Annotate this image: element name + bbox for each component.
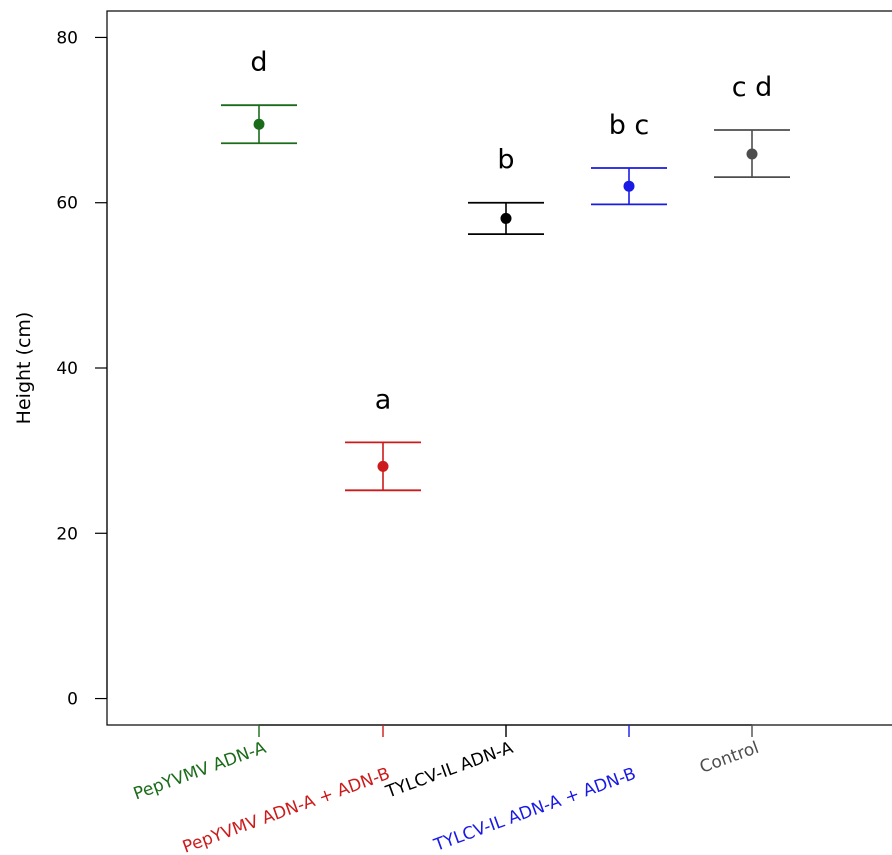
x-tick-label: PepYVMV ADN-A xyxy=(131,738,269,805)
significance-letter: c d xyxy=(732,72,773,103)
data-marks: d a b b c c d xyxy=(221,47,790,492)
y-tick-label: 20 xyxy=(56,524,78,544)
y-axis: 0 20 40 60 80 xyxy=(56,28,108,710)
y-tick-label: 0 xyxy=(67,690,78,710)
y-tick-label: 40 xyxy=(56,359,78,379)
y-tick-label: 80 xyxy=(56,28,78,48)
data-point xyxy=(377,460,389,472)
y-axis-label: Height (cm) xyxy=(13,312,35,425)
x-tick-label: Control xyxy=(697,738,762,778)
x-tick-label: TYLCV-IL ADN-A + ADN-B xyxy=(431,764,639,855)
data-point xyxy=(253,118,265,130)
plot-frame xyxy=(106,10,892,726)
significance-letter: a xyxy=(375,384,392,415)
data-point xyxy=(746,148,758,160)
x-tick-label: PepYVMV ADN-A + ADN-B xyxy=(180,764,393,855)
y-tick-label: 60 xyxy=(56,194,78,214)
significance-letter: b c xyxy=(609,110,650,141)
x-tick-label: TYLCV-IL ADN-A xyxy=(382,738,516,803)
significance-letter: d xyxy=(250,47,267,78)
data-point xyxy=(500,212,512,224)
data-point xyxy=(623,180,635,192)
significance-letter: b xyxy=(497,145,514,176)
